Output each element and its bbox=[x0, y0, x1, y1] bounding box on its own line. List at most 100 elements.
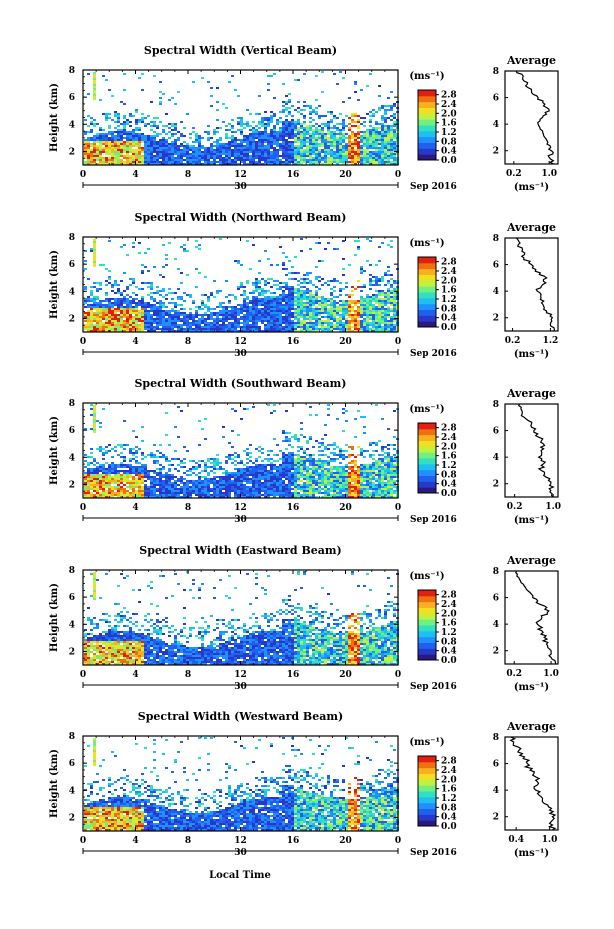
heatmap-cell bbox=[147, 161, 150, 163]
heatmap-cell bbox=[144, 139, 147, 141]
heatmap-cell bbox=[156, 151, 159, 153]
heatmap-cell bbox=[132, 448, 135, 450]
heatmap-cell bbox=[105, 137, 108, 139]
heatmap-cell bbox=[225, 314, 228, 316]
heatmap-cell bbox=[279, 316, 282, 318]
heatmap-cell bbox=[384, 302, 387, 304]
heatmap-cell bbox=[171, 97, 174, 99]
heatmap-cell bbox=[150, 488, 153, 490]
average-x-tick-label: 1.2 bbox=[543, 336, 559, 346]
heatmap-cell bbox=[228, 149, 231, 151]
heatmap-cell bbox=[333, 304, 336, 306]
heatmap-cell bbox=[375, 127, 378, 129]
heatmap-cell bbox=[102, 478, 105, 480]
heatmap-cell bbox=[318, 322, 321, 324]
heatmap-cell bbox=[174, 488, 177, 490]
heatmap-cell bbox=[162, 163, 165, 165]
heatmap-cell bbox=[378, 149, 381, 151]
heatmap-cell bbox=[132, 242, 135, 244]
heatmap-cell bbox=[102, 494, 105, 496]
heatmap-cell bbox=[252, 308, 255, 310]
heatmap-cell bbox=[198, 151, 201, 153]
heatmap-cell bbox=[162, 288, 165, 290]
heatmap-cell bbox=[345, 155, 348, 157]
heatmap-cell bbox=[204, 157, 207, 159]
heatmap-cell bbox=[99, 482, 102, 484]
heatmap-cell bbox=[282, 145, 285, 147]
heatmap-cell bbox=[375, 157, 378, 159]
heatmap-cell bbox=[306, 137, 309, 139]
heatmap-cell bbox=[192, 155, 195, 157]
heatmap-cell bbox=[183, 484, 186, 486]
heatmap-cell bbox=[294, 145, 297, 147]
heatmap-cell bbox=[387, 328, 390, 330]
heatmap-cell bbox=[390, 161, 393, 163]
heatmap-cell bbox=[285, 95, 288, 97]
heatmap-cell bbox=[249, 155, 252, 157]
heatmap-cell bbox=[213, 151, 216, 153]
heatmap-cell bbox=[282, 163, 285, 165]
heatmap-cell bbox=[390, 105, 393, 107]
heatmap-cell bbox=[150, 484, 153, 486]
heatmap-cell bbox=[159, 101, 162, 103]
heatmap-cell bbox=[393, 103, 396, 105]
heatmap-cell bbox=[195, 147, 198, 149]
heatmap-cell bbox=[216, 109, 219, 111]
heatmap-cell bbox=[189, 137, 192, 139]
heatmap-cell bbox=[108, 161, 111, 163]
heatmap-cell bbox=[231, 324, 234, 326]
heatmap-cell bbox=[264, 133, 267, 135]
heatmap-cell bbox=[225, 145, 228, 147]
heatmap-cell bbox=[219, 304, 222, 306]
heatmap-cell bbox=[393, 326, 396, 328]
heatmap-cell bbox=[381, 280, 384, 282]
heatmap-cell bbox=[177, 480, 180, 482]
heatmap-cell bbox=[180, 488, 183, 490]
heatmap-cell bbox=[270, 292, 273, 294]
heatmap-cell bbox=[330, 292, 333, 294]
heatmap-cell bbox=[126, 288, 129, 290]
heatmap-cell bbox=[174, 159, 177, 161]
heatmap-cell bbox=[138, 135, 141, 137]
heatmap-cell bbox=[138, 328, 141, 330]
heatmap-cell bbox=[117, 137, 120, 139]
heatmap-cell bbox=[84, 484, 87, 486]
heatmap-cell bbox=[384, 316, 387, 318]
heatmap-cell bbox=[276, 296, 279, 298]
heatmap-cell bbox=[285, 155, 288, 157]
heatmap-cell bbox=[183, 250, 186, 252]
heatmap-cell bbox=[282, 300, 285, 302]
heatmap-cell bbox=[93, 123, 96, 125]
heatmap-cell bbox=[390, 322, 393, 324]
heatmap-cell bbox=[303, 161, 306, 163]
heatmap-cell bbox=[144, 155, 147, 157]
heatmap-cell bbox=[354, 91, 357, 93]
heatmap-cell bbox=[336, 310, 339, 312]
heatmap-cell bbox=[312, 163, 315, 165]
colorbar-tick-label: 2.8 bbox=[441, 258, 457, 268]
heatmap-cell bbox=[375, 153, 378, 155]
heatmap-cell bbox=[375, 282, 378, 284]
heatmap-cell bbox=[339, 304, 342, 306]
heatmap-cell bbox=[102, 113, 105, 115]
heatmap-cell bbox=[237, 159, 240, 161]
heatmap-cell bbox=[264, 153, 267, 155]
heatmap-cell bbox=[102, 476, 105, 478]
heatmap-cell bbox=[351, 290, 354, 292]
heatmap-cell bbox=[282, 306, 285, 308]
heatmap-cell bbox=[159, 141, 162, 143]
heatmap-cell bbox=[240, 310, 243, 312]
heatmap-cell bbox=[360, 302, 363, 304]
heatmap-cell bbox=[249, 161, 252, 163]
heatmap-cell bbox=[153, 496, 156, 498]
heatmap-cell bbox=[141, 492, 144, 494]
heatmap-cell bbox=[117, 143, 120, 145]
heatmap-cell bbox=[219, 157, 222, 159]
heatmap-cell bbox=[258, 286, 261, 288]
heatmap-cell bbox=[324, 153, 327, 155]
heatmap-cell bbox=[357, 131, 360, 133]
heatmap-cell bbox=[372, 328, 375, 330]
heatmap-cell bbox=[330, 159, 333, 161]
heatmap-cell bbox=[96, 474, 99, 476]
heatmap-cell bbox=[285, 314, 288, 316]
